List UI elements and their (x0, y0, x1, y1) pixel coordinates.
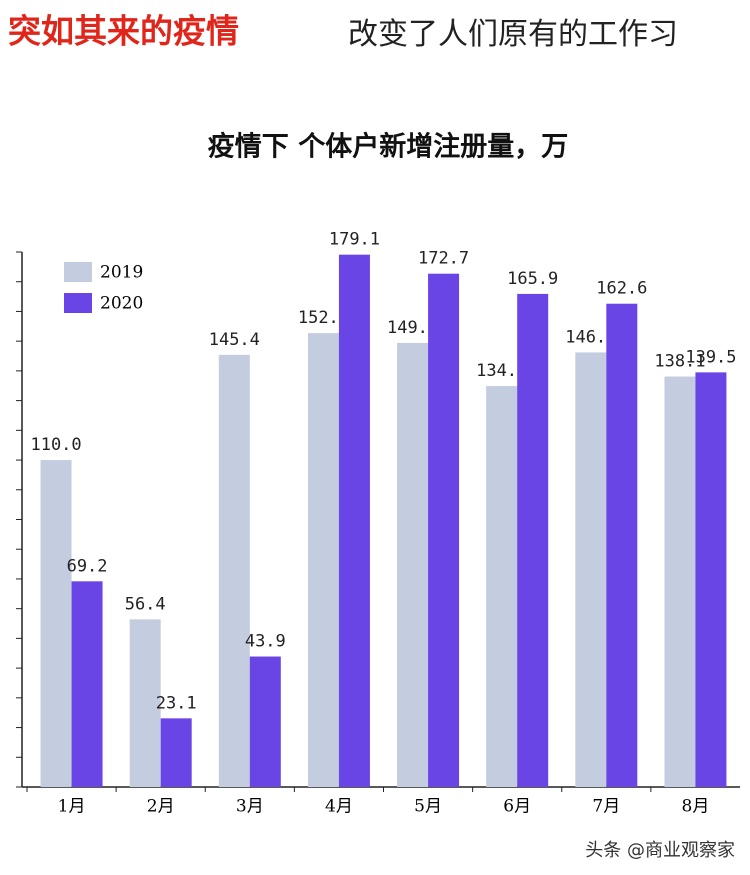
bar (517, 293, 549, 787)
value-label: 110.0 (30, 435, 81, 455)
value-label: 56.4 (125, 594, 166, 614)
legend-swatch (64, 262, 92, 282)
x-tick-label: 1月 (58, 797, 86, 817)
bar (486, 386, 518, 787)
legend-swatch (64, 293, 92, 313)
bar (397, 342, 429, 787)
bar (40, 460, 72, 787)
x-tick-label: 8月 (682, 797, 710, 817)
legend-label: 2019 (100, 263, 143, 283)
bar (129, 619, 161, 787)
value-label: 149.4 (387, 318, 438, 338)
watermark: 头条 @商业观察家 (585, 840, 735, 861)
value-label: 152.7 (298, 308, 349, 328)
value-label: 145.4 (209, 330, 260, 350)
header-subtitle: 改变了人们原有的工作习 (348, 17, 678, 52)
bar (338, 254, 370, 788)
bar (71, 581, 103, 787)
bar (307, 333, 339, 787)
bar (428, 273, 460, 787)
value-label: 134.9 (476, 361, 527, 381)
x-tick-label: 5月 (414, 797, 442, 817)
header-title: 突如其来的疫情 (8, 12, 239, 51)
value-label: 146.2 (565, 327, 616, 347)
bar (249, 656, 281, 787)
value-label: 165.9 (507, 269, 558, 289)
x-tick-label: 6月 (503, 797, 531, 817)
value-label: 179.1 (329, 230, 380, 250)
bar (575, 352, 607, 787)
value-label: 23.1 (156, 693, 197, 713)
bar (664, 376, 696, 787)
value-label: 172.7 (418, 249, 469, 269)
bar (218, 354, 250, 787)
value-label: 69.2 (67, 556, 108, 576)
value-label: 43.9 (245, 632, 286, 652)
x-tick-label: 7月 (592, 797, 620, 817)
chart-title: 疫情下 个体户新增注册量，万 (208, 131, 568, 163)
x-tick-label: 3月 (236, 797, 264, 817)
value-label: 138.1 (654, 352, 705, 372)
value-label: 162.6 (596, 279, 647, 299)
legend-label: 2020 (100, 294, 143, 314)
value-label: 139.5 (685, 347, 736, 367)
x-tick-label: 2月 (147, 797, 175, 817)
bar (160, 718, 192, 787)
bar (695, 372, 727, 787)
x-tick-label: 4月 (325, 797, 353, 817)
bar (606, 303, 638, 787)
